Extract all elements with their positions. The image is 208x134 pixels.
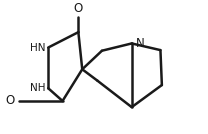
Text: O: O [5,94,15,107]
Text: N: N [136,37,145,50]
Text: HN: HN [30,43,45,53]
Text: NH: NH [30,83,45,93]
Text: O: O [74,2,83,15]
